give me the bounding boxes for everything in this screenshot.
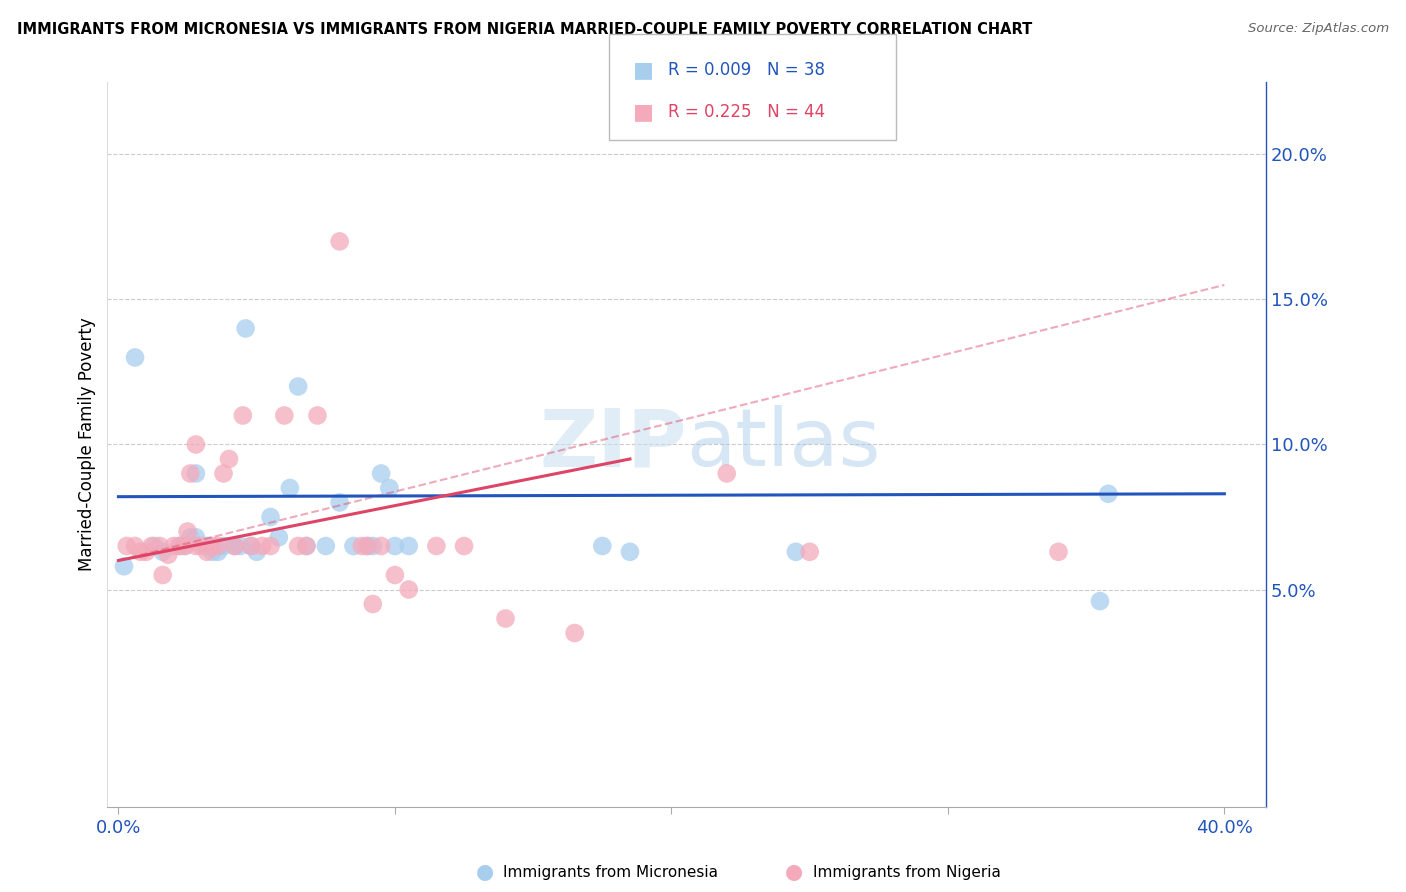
Point bbox=[287, 379, 309, 393]
Point bbox=[295, 539, 318, 553]
Point bbox=[295, 539, 318, 553]
Point bbox=[124, 539, 146, 553]
Point bbox=[201, 545, 224, 559]
Point bbox=[129, 545, 152, 559]
Point bbox=[235, 321, 257, 335]
Point bbox=[173, 539, 195, 553]
Point bbox=[361, 597, 384, 611]
Point bbox=[356, 539, 378, 553]
Point bbox=[152, 545, 174, 559]
Point bbox=[169, 539, 191, 553]
Point bbox=[184, 467, 207, 481]
Point bbox=[246, 545, 269, 559]
Text: ●: ● bbox=[786, 863, 803, 882]
Point bbox=[149, 539, 172, 553]
Point bbox=[287, 539, 309, 553]
Point bbox=[619, 545, 641, 559]
Point bbox=[112, 559, 135, 574]
Point bbox=[218, 452, 240, 467]
Point bbox=[716, 467, 738, 481]
Point bbox=[190, 539, 212, 553]
Point bbox=[564, 626, 586, 640]
Point bbox=[212, 539, 235, 553]
Point bbox=[176, 524, 198, 539]
Point bbox=[329, 495, 352, 509]
Text: Immigrants from Micronesia: Immigrants from Micronesia bbox=[503, 865, 718, 880]
Text: R = 0.225   N = 44: R = 0.225 N = 44 bbox=[668, 103, 825, 120]
Text: Immigrants from Nigeria: Immigrants from Nigeria bbox=[813, 865, 1001, 880]
Point bbox=[278, 481, 301, 495]
Point bbox=[179, 467, 201, 481]
Text: ●: ● bbox=[477, 863, 494, 882]
Point bbox=[201, 539, 224, 553]
Point bbox=[398, 539, 420, 553]
Point bbox=[124, 351, 146, 365]
Point bbox=[259, 539, 281, 553]
Point bbox=[240, 539, 263, 553]
Point bbox=[370, 467, 392, 481]
Point bbox=[195, 539, 218, 553]
Point bbox=[250, 539, 273, 553]
Point bbox=[184, 530, 207, 544]
Point bbox=[315, 539, 337, 553]
Text: ■: ■ bbox=[633, 61, 654, 80]
Point bbox=[135, 545, 157, 559]
Point bbox=[115, 539, 138, 553]
Point bbox=[384, 539, 406, 553]
Point bbox=[184, 539, 207, 553]
Point bbox=[198, 539, 221, 553]
Point bbox=[1047, 545, 1070, 559]
Point bbox=[152, 568, 174, 582]
Text: ■: ■ bbox=[633, 103, 654, 122]
Point bbox=[370, 539, 392, 553]
Point bbox=[378, 481, 401, 495]
Text: ZIP: ZIP bbox=[540, 406, 686, 483]
Point bbox=[169, 539, 191, 553]
Y-axis label: Married-Couple Family Poverty: Married-Couple Family Poverty bbox=[79, 318, 96, 572]
Point bbox=[398, 582, 420, 597]
Point bbox=[785, 545, 807, 559]
Point bbox=[342, 539, 364, 553]
Point bbox=[157, 548, 180, 562]
Point bbox=[224, 539, 246, 553]
Point bbox=[453, 539, 475, 553]
Point bbox=[356, 539, 378, 553]
Point bbox=[184, 437, 207, 451]
Point bbox=[329, 235, 352, 249]
Point bbox=[229, 539, 252, 553]
Point bbox=[1097, 487, 1119, 501]
Point bbox=[143, 539, 166, 553]
Point bbox=[350, 539, 373, 553]
Point bbox=[195, 545, 218, 559]
Point bbox=[799, 545, 821, 559]
Point bbox=[224, 539, 246, 553]
Point bbox=[307, 409, 329, 423]
Point bbox=[495, 611, 517, 625]
Point bbox=[141, 539, 163, 553]
Point bbox=[425, 539, 447, 553]
Point bbox=[267, 530, 290, 544]
Point bbox=[259, 510, 281, 524]
Point bbox=[212, 467, 235, 481]
Point bbox=[1088, 594, 1111, 608]
Point bbox=[361, 539, 384, 553]
Point bbox=[240, 539, 263, 553]
Point bbox=[273, 409, 295, 423]
Text: IMMIGRANTS FROM MICRONESIA VS IMMIGRANTS FROM NIGERIA MARRIED-COUPLE FAMILY POVE: IMMIGRANTS FROM MICRONESIA VS IMMIGRANTS… bbox=[17, 22, 1032, 37]
Text: atlas: atlas bbox=[686, 406, 882, 483]
Point bbox=[179, 530, 201, 544]
Point bbox=[232, 409, 254, 423]
Point bbox=[384, 568, 406, 582]
Text: R = 0.009   N = 38: R = 0.009 N = 38 bbox=[668, 61, 825, 78]
Point bbox=[591, 539, 613, 553]
Point bbox=[163, 539, 186, 553]
Point bbox=[207, 539, 229, 553]
Text: Source: ZipAtlas.com: Source: ZipAtlas.com bbox=[1249, 22, 1389, 36]
Point bbox=[173, 539, 195, 553]
Point bbox=[207, 545, 229, 559]
